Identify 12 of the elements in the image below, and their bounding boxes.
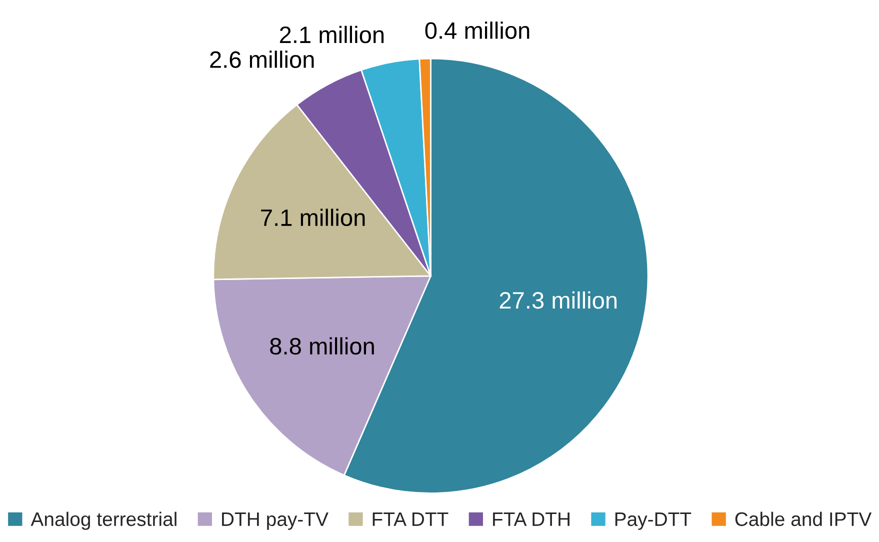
legend-label: Pay-DTT bbox=[615, 512, 692, 530]
legend-label: Cable and IPTV bbox=[735, 512, 872, 526]
legend-label: Analog terrestrial bbox=[30, 512, 176, 530]
legend-label: FTA DTT bbox=[372, 512, 448, 526]
legend-label: FTA DTH bbox=[493, 512, 570, 526]
data-label: 8.8 million bbox=[270, 337, 374, 355]
data-label: 7.1 million bbox=[261, 208, 365, 226]
legend-label: DTH pay-TV bbox=[222, 512, 328, 530]
data-label: 2.1 million bbox=[280, 26, 384, 44]
data-label: 2.6 million bbox=[210, 50, 314, 68]
data-label: 27.3 million bbox=[500, 291, 617, 309]
data-label: 0.4 million bbox=[425, 22, 530, 39]
